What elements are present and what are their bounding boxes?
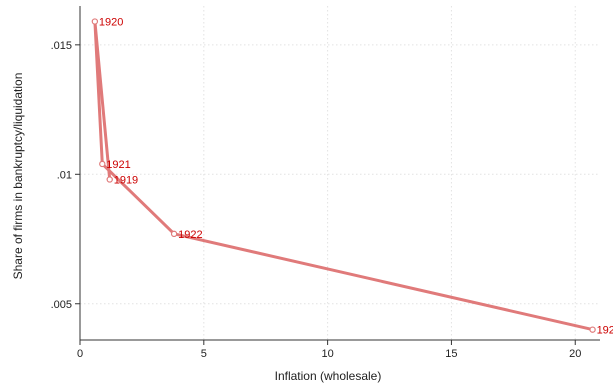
- point-label: 1923: [597, 325, 613, 337]
- data-point: [589, 326, 596, 333]
- x-axis-title: Inflation (wholesale): [275, 369, 382, 383]
- point-label: 1922: [178, 229, 202, 241]
- y-tick-label: .005: [51, 299, 72, 311]
- x-tick-label: 10: [321, 348, 333, 360]
- data-point: [106, 176, 113, 183]
- y-tick-label: .01: [57, 169, 72, 181]
- tick-labels: 0 5 10 15 20 .005 .01 .015: [51, 40, 582, 360]
- grid-lines: [79, 6, 600, 340]
- x-tick-label: 20: [569, 348, 581, 360]
- data-point: [99, 160, 106, 168]
- point-label: 1920: [99, 17, 123, 29]
- y-axis-title: Share of firms in bankruptcy/liquidation: [11, 73, 25, 280]
- data-points: [91, 18, 596, 333]
- point-labels: 1920 1921 1919 1922 1923: [99, 17, 613, 337]
- y-tick-label: .015: [51, 40, 72, 52]
- point-label: 1921: [106, 159, 130, 171]
- data-point: [170, 230, 178, 238]
- x-tick-label: 0: [77, 348, 83, 360]
- x-tick-label: 5: [201, 348, 207, 360]
- point-label: 1919: [114, 174, 138, 186]
- x-tick-label: 15: [445, 348, 457, 360]
- axes: [79, 6, 600, 341]
- data-point: [91, 18, 99, 25]
